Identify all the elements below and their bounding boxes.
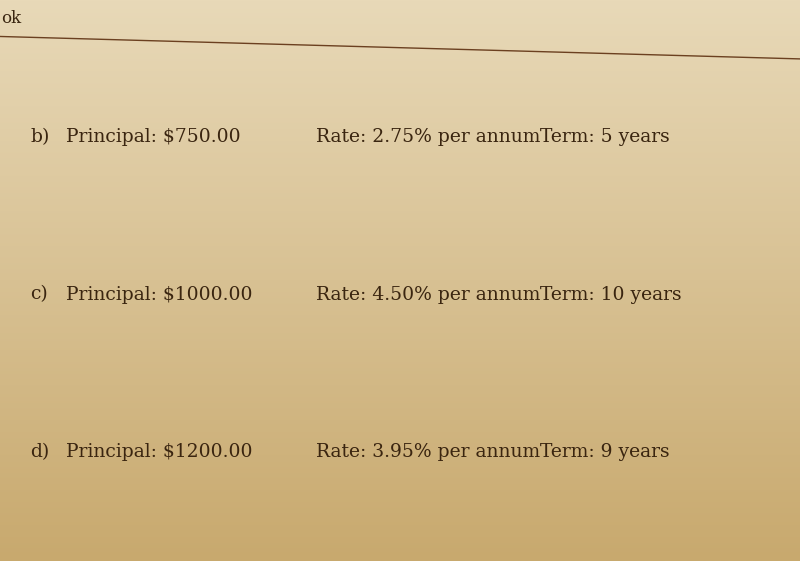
Text: Term: 5 years: Term: 5 years [540, 128, 670, 146]
Text: ok: ok [2, 10, 22, 27]
Text: d): d) [30, 443, 50, 461]
Text: Rate: 3.95% per annum: Rate: 3.95% per annum [316, 443, 540, 461]
Text: Principal: $750.00: Principal: $750.00 [66, 128, 240, 146]
Text: Rate: 4.50% per annum: Rate: 4.50% per annum [316, 286, 540, 304]
Text: Rate: 2.75% per annum: Rate: 2.75% per annum [316, 128, 540, 146]
Text: Principal: $1200.00: Principal: $1200.00 [66, 443, 252, 461]
Text: Term: 9 years: Term: 9 years [540, 443, 670, 461]
Text: Principal: $1000.00: Principal: $1000.00 [66, 286, 252, 304]
Text: b): b) [30, 128, 50, 146]
Text: Term: 10 years: Term: 10 years [540, 286, 682, 304]
Text: c): c) [30, 286, 48, 304]
